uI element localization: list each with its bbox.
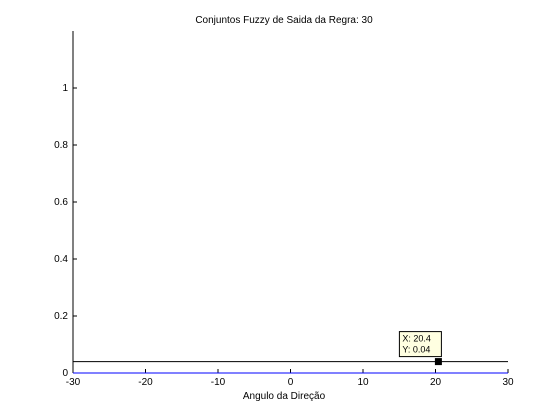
datatip-marker <box>434 358 442 366</box>
x-tick-label: -10 <box>211 377 226 388</box>
x-tick-label: 10 <box>357 377 369 388</box>
y-tick-label: 0.2 <box>54 311 68 322</box>
datatip-box <box>398 331 442 358</box>
x-tick-label: 20 <box>430 377 442 388</box>
x-tick-label: -20 <box>138 377 153 388</box>
datatip-x-text: X: 20.4 <box>402 334 431 344</box>
x-tick-label: 30 <box>502 377 514 388</box>
plot-area: -30 -20 -10 0 10 20 30 0 0.2 0.4 0.6 0.8 1 X: 20.4Y: … <box>54 31 514 388</box>
y-tick-label: 0.6 <box>54 197 68 208</box>
chart-title: Conjuntos Fuzzy de Saida da Regra: 30 <box>195 15 373 26</box>
y-tick-label: 0 <box>62 368 68 379</box>
x-tick-label: 0 <box>288 377 294 388</box>
y-tick-label: 0.4 <box>54 254 68 265</box>
y-tick-label: 1 <box>62 83 68 94</box>
x-tick-label: -30 <box>66 377 81 388</box>
x-axis-label: Angulo da Direção <box>243 391 326 402</box>
datatip-y-text: Y: 0.04 <box>402 345 430 355</box>
y-tick-label: 0.8 <box>54 140 68 151</box>
